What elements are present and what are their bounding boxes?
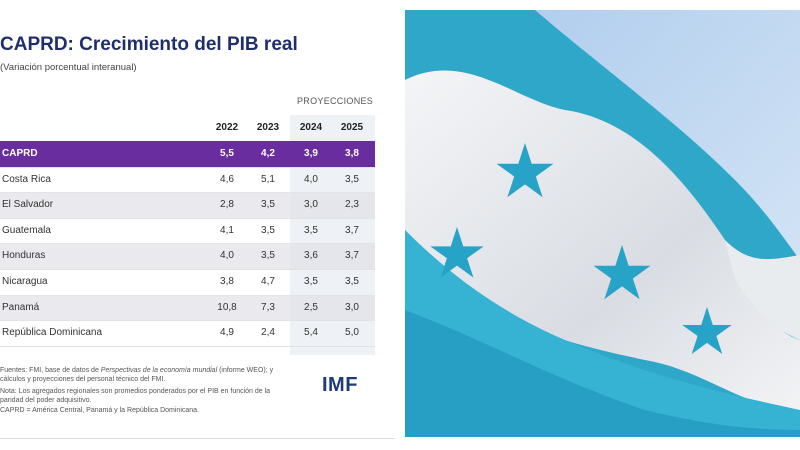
table-cell: 3,0 bbox=[345, 301, 359, 313]
table-row: Panamá 10,8 7,3 2,5 3,0 bbox=[0, 294, 375, 322]
row-label: CAPRD bbox=[2, 148, 38, 159]
sources-note: Fuentes: FMI, base de datos de Perspecti… bbox=[0, 367, 285, 384]
table-cell: 2,3 bbox=[345, 199, 359, 211]
table-cell: 3,5 bbox=[304, 224, 318, 236]
note-text: Perspectivas de la economía mundial bbox=[100, 367, 218, 374]
table-row: El Salvador 2,8 3,5 3,0 2,3 bbox=[0, 192, 375, 219]
table-row: Guatemala 4,1 3,5 3,5 3,7 bbox=[0, 218, 375, 245]
row-label: Honduras bbox=[2, 250, 46, 262]
infographic-panel: CAPRD: Crecimiento del PIB real (Variaci… bbox=[0, 10, 395, 439]
table-cell: 4,0 bbox=[220, 250, 234, 262]
table-cell: 3,0 bbox=[304, 199, 318, 211]
row-label: República Dominicana bbox=[2, 327, 103, 339]
table-cell: 3,5 bbox=[261, 199, 275, 211]
table-cell: 2,4 bbox=[261, 327, 275, 339]
title: CAPRD: Crecimiento del PIB real bbox=[0, 34, 298, 55]
table-cell: 4,9 bbox=[220, 327, 234, 339]
table-cell: 5,0 bbox=[345, 327, 359, 339]
table-cell: 3,9 bbox=[304, 148, 318, 159]
abbreviation-note: CAPRD = América Central, Panamá y la Rep… bbox=[0, 407, 200, 414]
table-cell: 10,8 bbox=[217, 301, 237, 313]
table-cell: 7,3 bbox=[261, 301, 275, 313]
row-label: Guatemala bbox=[2, 224, 51, 236]
row-label: Costa Rica bbox=[2, 173, 51, 185]
table-cell: 3,5 bbox=[261, 250, 275, 262]
column-header: 2025 bbox=[340, 122, 364, 133]
table-cell: 3,6 bbox=[304, 250, 318, 262]
logo: IMF bbox=[322, 374, 358, 396]
table-cell: 3,7 bbox=[345, 224, 359, 236]
table-cell: 2,8 bbox=[220, 199, 234, 211]
table-cell: 3,8 bbox=[220, 276, 234, 287]
subtitle: (Variación porcentual interanual) bbox=[0, 62, 137, 73]
table-row: CAPRD 5,5 4,2 3,9 3,8 bbox=[0, 141, 375, 168]
flag-photo bbox=[405, 10, 800, 437]
method-note: Nota: Los agregados regionales son prome… bbox=[0, 388, 271, 404]
table-cell: 3,5 bbox=[261, 224, 275, 236]
table-cell: 3,5 bbox=[304, 276, 318, 287]
column-header: 2024 bbox=[299, 122, 323, 133]
table-cell: 3,5 bbox=[345, 173, 359, 185]
table-cell: 3,7 bbox=[345, 250, 359, 262]
row-label: El Salvador bbox=[2, 199, 54, 211]
table-cell: 5,4 bbox=[304, 327, 318, 339]
table-cell: 4,0 bbox=[304, 173, 318, 185]
note-text: Fuentes: FMI, base de datos de bbox=[0, 367, 101, 374]
table-row: República Dominicana 4,9 2,4 5,4 5,0 bbox=[0, 320, 375, 347]
table-cell: 5,5 bbox=[220, 148, 234, 159]
note-text: (informe WEO); y cálculos y proyecciones… bbox=[0, 367, 274, 383]
table-cell: 3,5 bbox=[345, 276, 359, 287]
table-row: Costa Rica 4,6 5,1 4,0 3,5 bbox=[0, 167, 375, 194]
table-cell: 4,2 bbox=[261, 148, 275, 159]
column-header: 2023 bbox=[256, 122, 280, 133]
table-cell: 4,6 bbox=[220, 173, 234, 185]
row-label: Nicaragua bbox=[2, 276, 48, 287]
table-cell: 5,1 bbox=[261, 173, 275, 185]
table-cell: 4,1 bbox=[220, 224, 234, 236]
table-cell: 3,8 bbox=[345, 148, 359, 159]
table-cell: 4,7 bbox=[261, 276, 275, 287]
table-cell: 2,5 bbox=[304, 301, 318, 313]
row-label: Panamá bbox=[2, 301, 40, 313]
projection-label: PROYECCIONES bbox=[297, 96, 374, 106]
column-header: 2022 bbox=[215, 122, 239, 133]
table-row: Honduras 4,0 3,5 3,6 3,7 bbox=[0, 243, 375, 270]
table-row: Nicaragua 3,8 4,7 3,5 3,5 bbox=[0, 269, 375, 296]
